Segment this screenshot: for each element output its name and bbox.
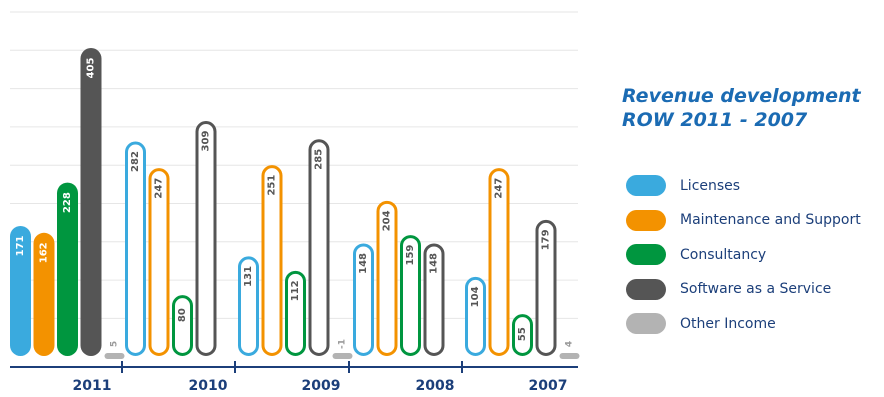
x-tick-label: 2010: [189, 378, 228, 394]
bar: [400, 235, 421, 356]
bar: [376, 200, 398, 356]
x-tick-label: 2007: [529, 378, 568, 394]
bar: [512, 314, 533, 357]
data-label: 80: [177, 308, 188, 322]
bar: [238, 256, 259, 356]
data-label: -1: [338, 339, 348, 349]
data-label: 5: [110, 341, 120, 347]
data-label: 247: [494, 178, 505, 199]
bar: [80, 48, 102, 356]
data-label: 405: [86, 58, 97, 79]
data-label: 162: [39, 242, 50, 263]
data-label: 159: [405, 245, 416, 266]
bar: [535, 219, 557, 356]
data-label: 251: [267, 175, 278, 196]
bar: [10, 225, 31, 356]
data-label: 112: [290, 280, 301, 301]
bar: [57, 182, 78, 356]
data-label: 171: [15, 235, 26, 256]
data-label: 285: [314, 149, 325, 170]
x-tick-label: 2011: [73, 378, 112, 394]
data-label: 228: [62, 192, 73, 213]
legend-item-licenses: Licenses: [626, 174, 861, 197]
data-label: 247: [154, 178, 165, 199]
data-label: 55: [517, 327, 528, 341]
data-label: 282: [130, 151, 141, 172]
bar: [195, 121, 217, 357]
legend-item-saas: Software as a Service: [626, 278, 861, 301]
chart-title: Revenue development ROW 2011 - 2007: [622, 85, 861, 131]
legend-label: Other Income: [680, 315, 776, 332]
bar: [148, 168, 170, 356]
legend-item-maintenance: Maintenance and Support: [626, 209, 861, 232]
data-label: 309: [201, 131, 212, 152]
bar-other-income: [559, 353, 580, 359]
bar: [423, 243, 445, 356]
legend-swatch-saas: [626, 278, 666, 300]
x-tick-label: 2009: [302, 378, 341, 394]
legend-item-other: Other Income: [626, 312, 861, 335]
bar: [353, 243, 374, 356]
bar: [465, 276, 486, 356]
bar: [172, 295, 193, 356]
data-label: 104: [470, 286, 481, 307]
legend-label: Consultancy: [680, 246, 767, 263]
data-label: 179: [541, 229, 552, 250]
bar: [33, 232, 55, 356]
chart-legend: Licenses Maintenance and Support Consultan…: [626, 174, 861, 347]
data-label: 204: [382, 210, 393, 231]
bar: [261, 165, 283, 356]
legend-swatch-other: [626, 313, 666, 335]
data-label: 131: [243, 266, 254, 287]
bar: [308, 139, 330, 356]
legend-label: Software as a Service: [680, 281, 832, 298]
legend-label: Maintenance and Support: [680, 212, 861, 229]
bar-other-income: [332, 353, 353, 359]
x-tick-label: 2008: [416, 378, 455, 394]
revenue-bar-chart: 171 162 228 405 5 282 247 80 309 131 251 112 285 -1 14…: [10, 11, 580, 394]
legend-swatch-maintenance: [626, 209, 666, 231]
data-label: 148: [429, 253, 440, 274]
data-label: 148: [358, 253, 369, 274]
legend-label: Licenses: [680, 177, 741, 194]
bar: [285, 270, 306, 356]
bar: [488, 168, 510, 356]
legend-swatch-licenses: [626, 175, 666, 196]
bar: [125, 141, 146, 356]
legend-swatch-consultancy: [626, 244, 666, 266]
data-label: 4: [565, 341, 575, 347]
legend-item-consultancy: Consultancy: [626, 243, 861, 266]
bar-other-income: [104, 353, 125, 359]
